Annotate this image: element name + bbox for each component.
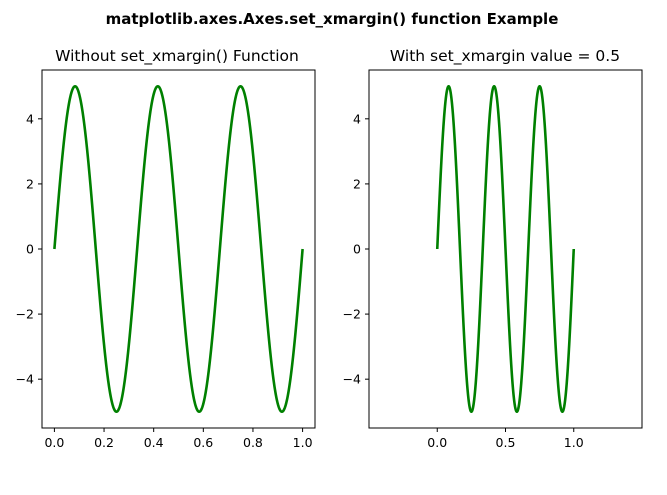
left-x-tick-label: 0.2: [94, 435, 114, 450]
left-y-tick-label: 2: [26, 176, 34, 191]
left-y-tick-label: −4: [16, 372, 34, 387]
left-axes: Without set_xmargin() Function 0.0 0.2 0.4…: [16, 47, 316, 450]
right-y-tick-label: −4: [343, 372, 361, 387]
right-x-tick-label: 1.0: [564, 435, 584, 450]
left-sine-series-line: [53, 84, 304, 414]
left-x-tick-label: 0.4: [144, 435, 164, 450]
left-x-tick-label: 0.8: [243, 435, 263, 450]
left-y-tick-label: 0: [26, 242, 34, 257]
right-y-tick-label: 2: [353, 176, 361, 191]
right-y-tick-label: 4: [353, 111, 361, 126]
right-plot-area: 0.0 0.5 1.0 −4 −2 0 2 4: [343, 69, 643, 450]
left-x-tick-label: 0.6: [193, 435, 213, 450]
left-y-tick-label: −2: [16, 307, 34, 322]
left-plot-area: 0.0 0.2 0.4 0.6 0.8 1.0 −4 −2 0 2 4: [16, 69, 316, 450]
left-y-tick-label: 4: [26, 111, 34, 126]
right-y-tick-label: 0: [353, 242, 361, 257]
left-x-tick-label: 0.0: [44, 435, 64, 450]
right-sine-series-line: [435, 84, 576, 414]
figure-suptitle: matplotlib.axes.Axes.set_xmargin() funct…: [106, 10, 559, 28]
left-axes-title: Without set_xmargin() Function: [55, 47, 299, 66]
right-axes-title: With set_xmargin value = 0.5: [390, 47, 620, 66]
left-x-tick-label: 1.0: [293, 435, 313, 450]
right-y-tick-label: −2: [343, 307, 361, 322]
right-x-tick-label: 0.0: [427, 435, 447, 450]
right-x-tick-label: 0.5: [496, 435, 516, 450]
right-axes: With set_xmargin value = 0.5 0.0 0.5 1.0 −4…: [343, 47, 643, 450]
